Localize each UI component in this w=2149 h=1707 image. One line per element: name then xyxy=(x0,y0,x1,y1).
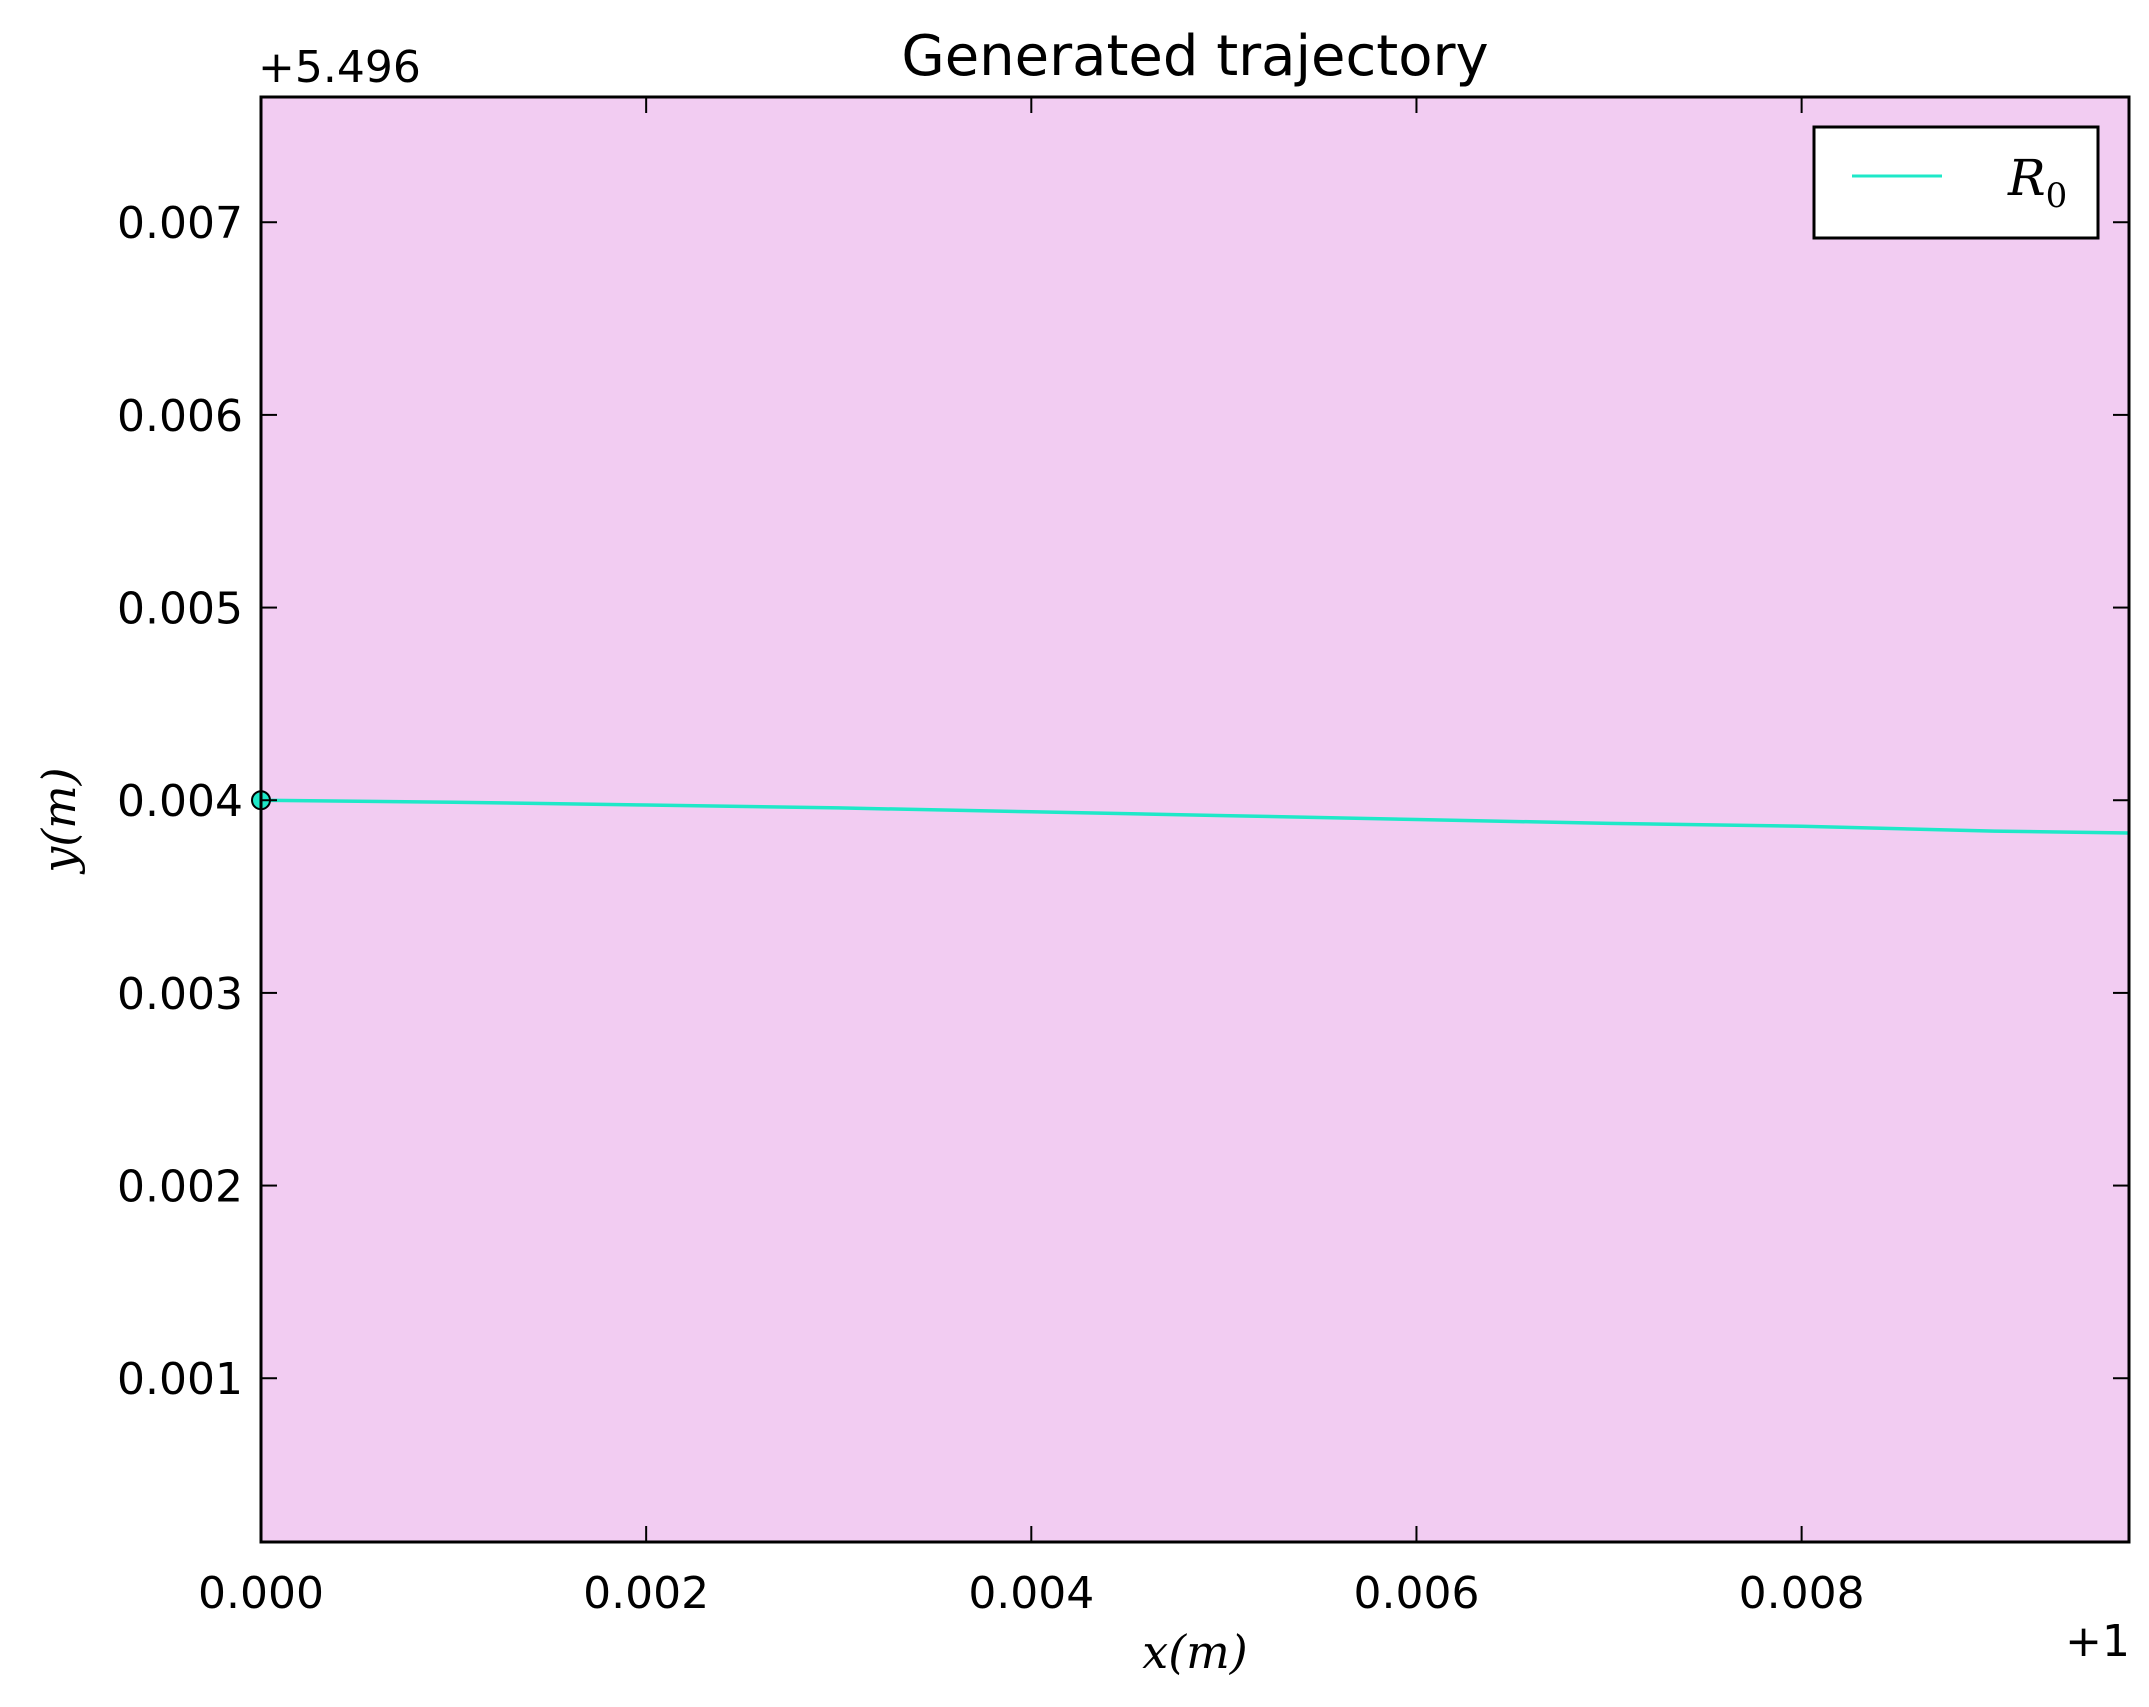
x-offset-label: +1 xyxy=(2065,1616,2130,1667)
legend-box xyxy=(1812,125,2100,240)
x-tick-label: 0.006 xyxy=(1353,1568,1479,1619)
y-tick-label: 0.005 xyxy=(117,584,243,635)
x-tick-label: 0.002 xyxy=(583,1568,709,1619)
x-tick-label: 0.008 xyxy=(1739,1568,1865,1619)
legend-label-subscript: 0 xyxy=(2046,176,2068,216)
x-tick-label: 0.004 xyxy=(968,1568,1094,1619)
x-tick-label: 0.000 xyxy=(198,1568,324,1619)
plot-frame xyxy=(259,95,2131,1544)
legend: R0 xyxy=(1812,125,2100,240)
plot-background xyxy=(261,97,2129,1542)
series-line-r0 xyxy=(260,798,2130,835)
y-tick-label: 0.001 xyxy=(117,1354,243,1405)
y-offset-label: +5.496 xyxy=(258,42,421,93)
legend-label-name: R xyxy=(2007,149,2046,207)
y-tick-label: 0.006 xyxy=(117,391,243,442)
y-tick-label: 0.004 xyxy=(117,776,243,827)
y-tick-label: 0.003 xyxy=(117,969,243,1020)
y-axis-label: y(m) xyxy=(32,767,86,875)
x-axis-label: x(m) xyxy=(1142,1625,1247,1679)
legend-label-r0: R0 xyxy=(2007,149,2067,216)
chart-title: Generated trajectory xyxy=(901,24,1488,89)
y-tick-label: 0.007 xyxy=(117,198,243,249)
y-tick-label: 0.002 xyxy=(117,1162,243,1213)
